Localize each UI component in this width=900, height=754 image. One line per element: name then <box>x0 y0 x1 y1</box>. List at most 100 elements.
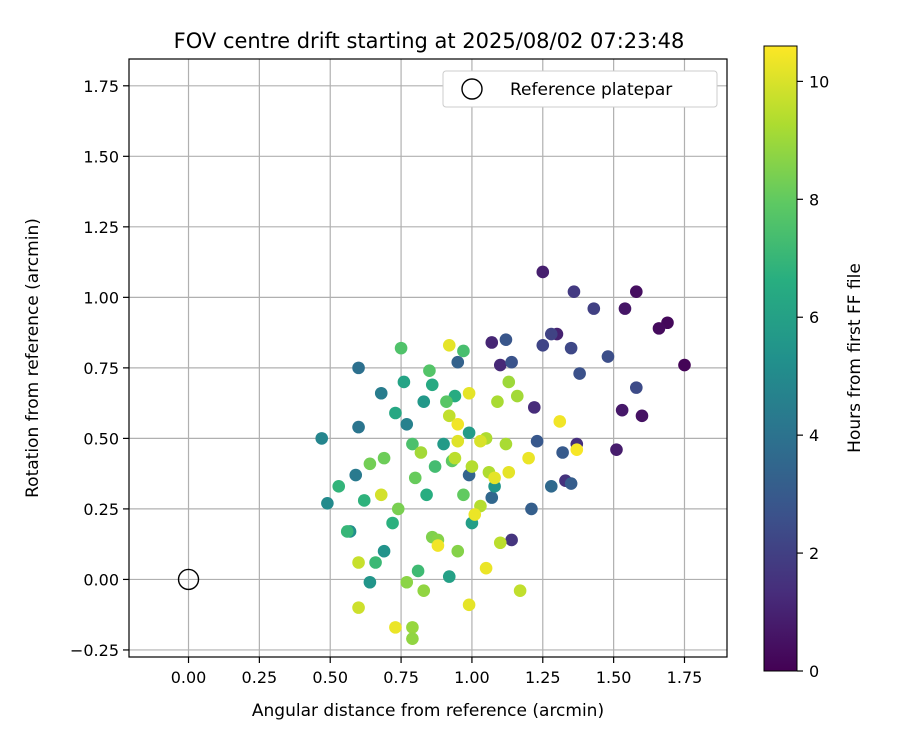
data-point <box>474 434 487 448</box>
data-point <box>417 584 431 598</box>
reference-point-marker <box>177 568 200 591</box>
data-point <box>525 502 538 516</box>
colorbar-tick-label: 0 <box>809 662 819 681</box>
y-axis-label: Rotation from reference (arcmin) <box>23 218 43 498</box>
data-point <box>630 381 643 394</box>
data-point <box>468 508 482 521</box>
data-point <box>352 601 365 614</box>
x-tick-label: 0.75 <box>383 668 419 687</box>
data-point <box>462 386 476 400</box>
data-point <box>442 409 456 423</box>
data-point <box>465 460 479 473</box>
data-point <box>400 575 414 589</box>
x-tick-label: 1.00 <box>454 668 490 687</box>
data-point <box>442 570 456 583</box>
data-point <box>420 488 433 502</box>
data-point <box>332 480 346 493</box>
data-point <box>615 403 629 417</box>
data-point <box>499 333 513 346</box>
data-point <box>363 457 377 471</box>
data-point <box>451 544 465 558</box>
x-tick-label: 1.75 <box>667 668 703 687</box>
x-axis-ticks: 0.00 0.25 0.50 0.75 1.00 1.25 1.50 1.75 <box>171 657 703 687</box>
data-point <box>610 443 623 456</box>
data-point <box>377 451 391 465</box>
data-point <box>652 322 666 335</box>
data-point <box>573 367 586 380</box>
data-point <box>553 415 567 428</box>
x-tick-label: 0.00 <box>171 668 207 687</box>
data-point <box>462 426 476 440</box>
colorbar: 0 2 4 6 8 10 Hours from first FF file <box>763 45 865 681</box>
data-point <box>567 285 581 299</box>
data-points <box>315 265 691 645</box>
data-point <box>397 375 411 389</box>
data-point <box>451 355 465 369</box>
x-tick-label: 0.50 <box>312 668 348 687</box>
data-point <box>417 395 431 409</box>
data-point <box>485 336 499 349</box>
data-point <box>352 556 365 569</box>
colorbar-ticks: 0 2 4 6 8 10 <box>797 72 829 681</box>
data-point <box>618 302 632 315</box>
y-tick-label: 0.75 <box>83 359 119 378</box>
data-point <box>544 480 558 493</box>
y-tick-label: 0.50 <box>83 429 119 448</box>
data-point <box>570 443 584 456</box>
data-point <box>352 420 365 434</box>
data-point <box>391 502 405 516</box>
data-point <box>499 437 513 451</box>
data-point <box>369 556 382 569</box>
data-point <box>315 432 329 445</box>
colorbar-label: Hours from first FF file <box>845 263 865 453</box>
data-point <box>394 341 408 355</box>
data-point <box>389 406 402 420</box>
data-point <box>425 378 439 392</box>
data-point <box>357 494 371 507</box>
data-point <box>406 437 419 451</box>
legend-entry-label: Reference platepar <box>510 80 672 100</box>
data-point <box>502 465 516 479</box>
data-point <box>423 364 436 377</box>
data-point <box>564 477 578 490</box>
data-point <box>678 358 691 372</box>
colorbar-tick-label: 2 <box>809 544 819 563</box>
x-tick-label: 1.25 <box>525 668 561 687</box>
data-point <box>389 621 402 634</box>
data-point <box>530 434 544 448</box>
colorbar-gradient <box>763 45 798 672</box>
colorbar-tick-label: 6 <box>809 308 819 327</box>
data-point <box>440 395 453 409</box>
data-point <box>505 355 518 369</box>
data-point <box>451 434 465 448</box>
data-point <box>363 575 377 589</box>
data-point <box>587 302 601 315</box>
data-point <box>510 389 524 403</box>
y-tick-label: 0.00 <box>83 570 119 589</box>
data-point <box>451 417 465 431</box>
y-axis-ticks: −0.25 0.00 0.25 0.50 0.75 1.00 1.25 1.50 1.75 <box>70 77 129 660</box>
data-point <box>505 533 518 547</box>
data-point <box>411 564 425 578</box>
y-tick-label: −0.25 <box>70 641 119 660</box>
data-point <box>448 451 462 465</box>
data-point <box>414 446 428 459</box>
data-point <box>377 544 391 558</box>
data-point <box>349 468 363 482</box>
y-tick-label: 1.25 <box>83 218 119 237</box>
data-point <box>457 488 470 502</box>
colorbar-tick-label: 4 <box>809 426 819 445</box>
data-point <box>479 561 493 575</box>
data-point <box>386 516 399 530</box>
legend-box <box>442 70 718 108</box>
data-point <box>488 471 501 485</box>
legend-marker-circle-icon <box>461 78 483 100</box>
y-tick-label: 1.00 <box>83 288 119 307</box>
data-point <box>491 395 504 409</box>
data-point <box>400 417 414 431</box>
y-tick-label: 0.25 <box>83 500 119 519</box>
data-point <box>493 536 507 550</box>
x-axis-label: Angular distance from reference (arcmin) <box>252 701 604 721</box>
